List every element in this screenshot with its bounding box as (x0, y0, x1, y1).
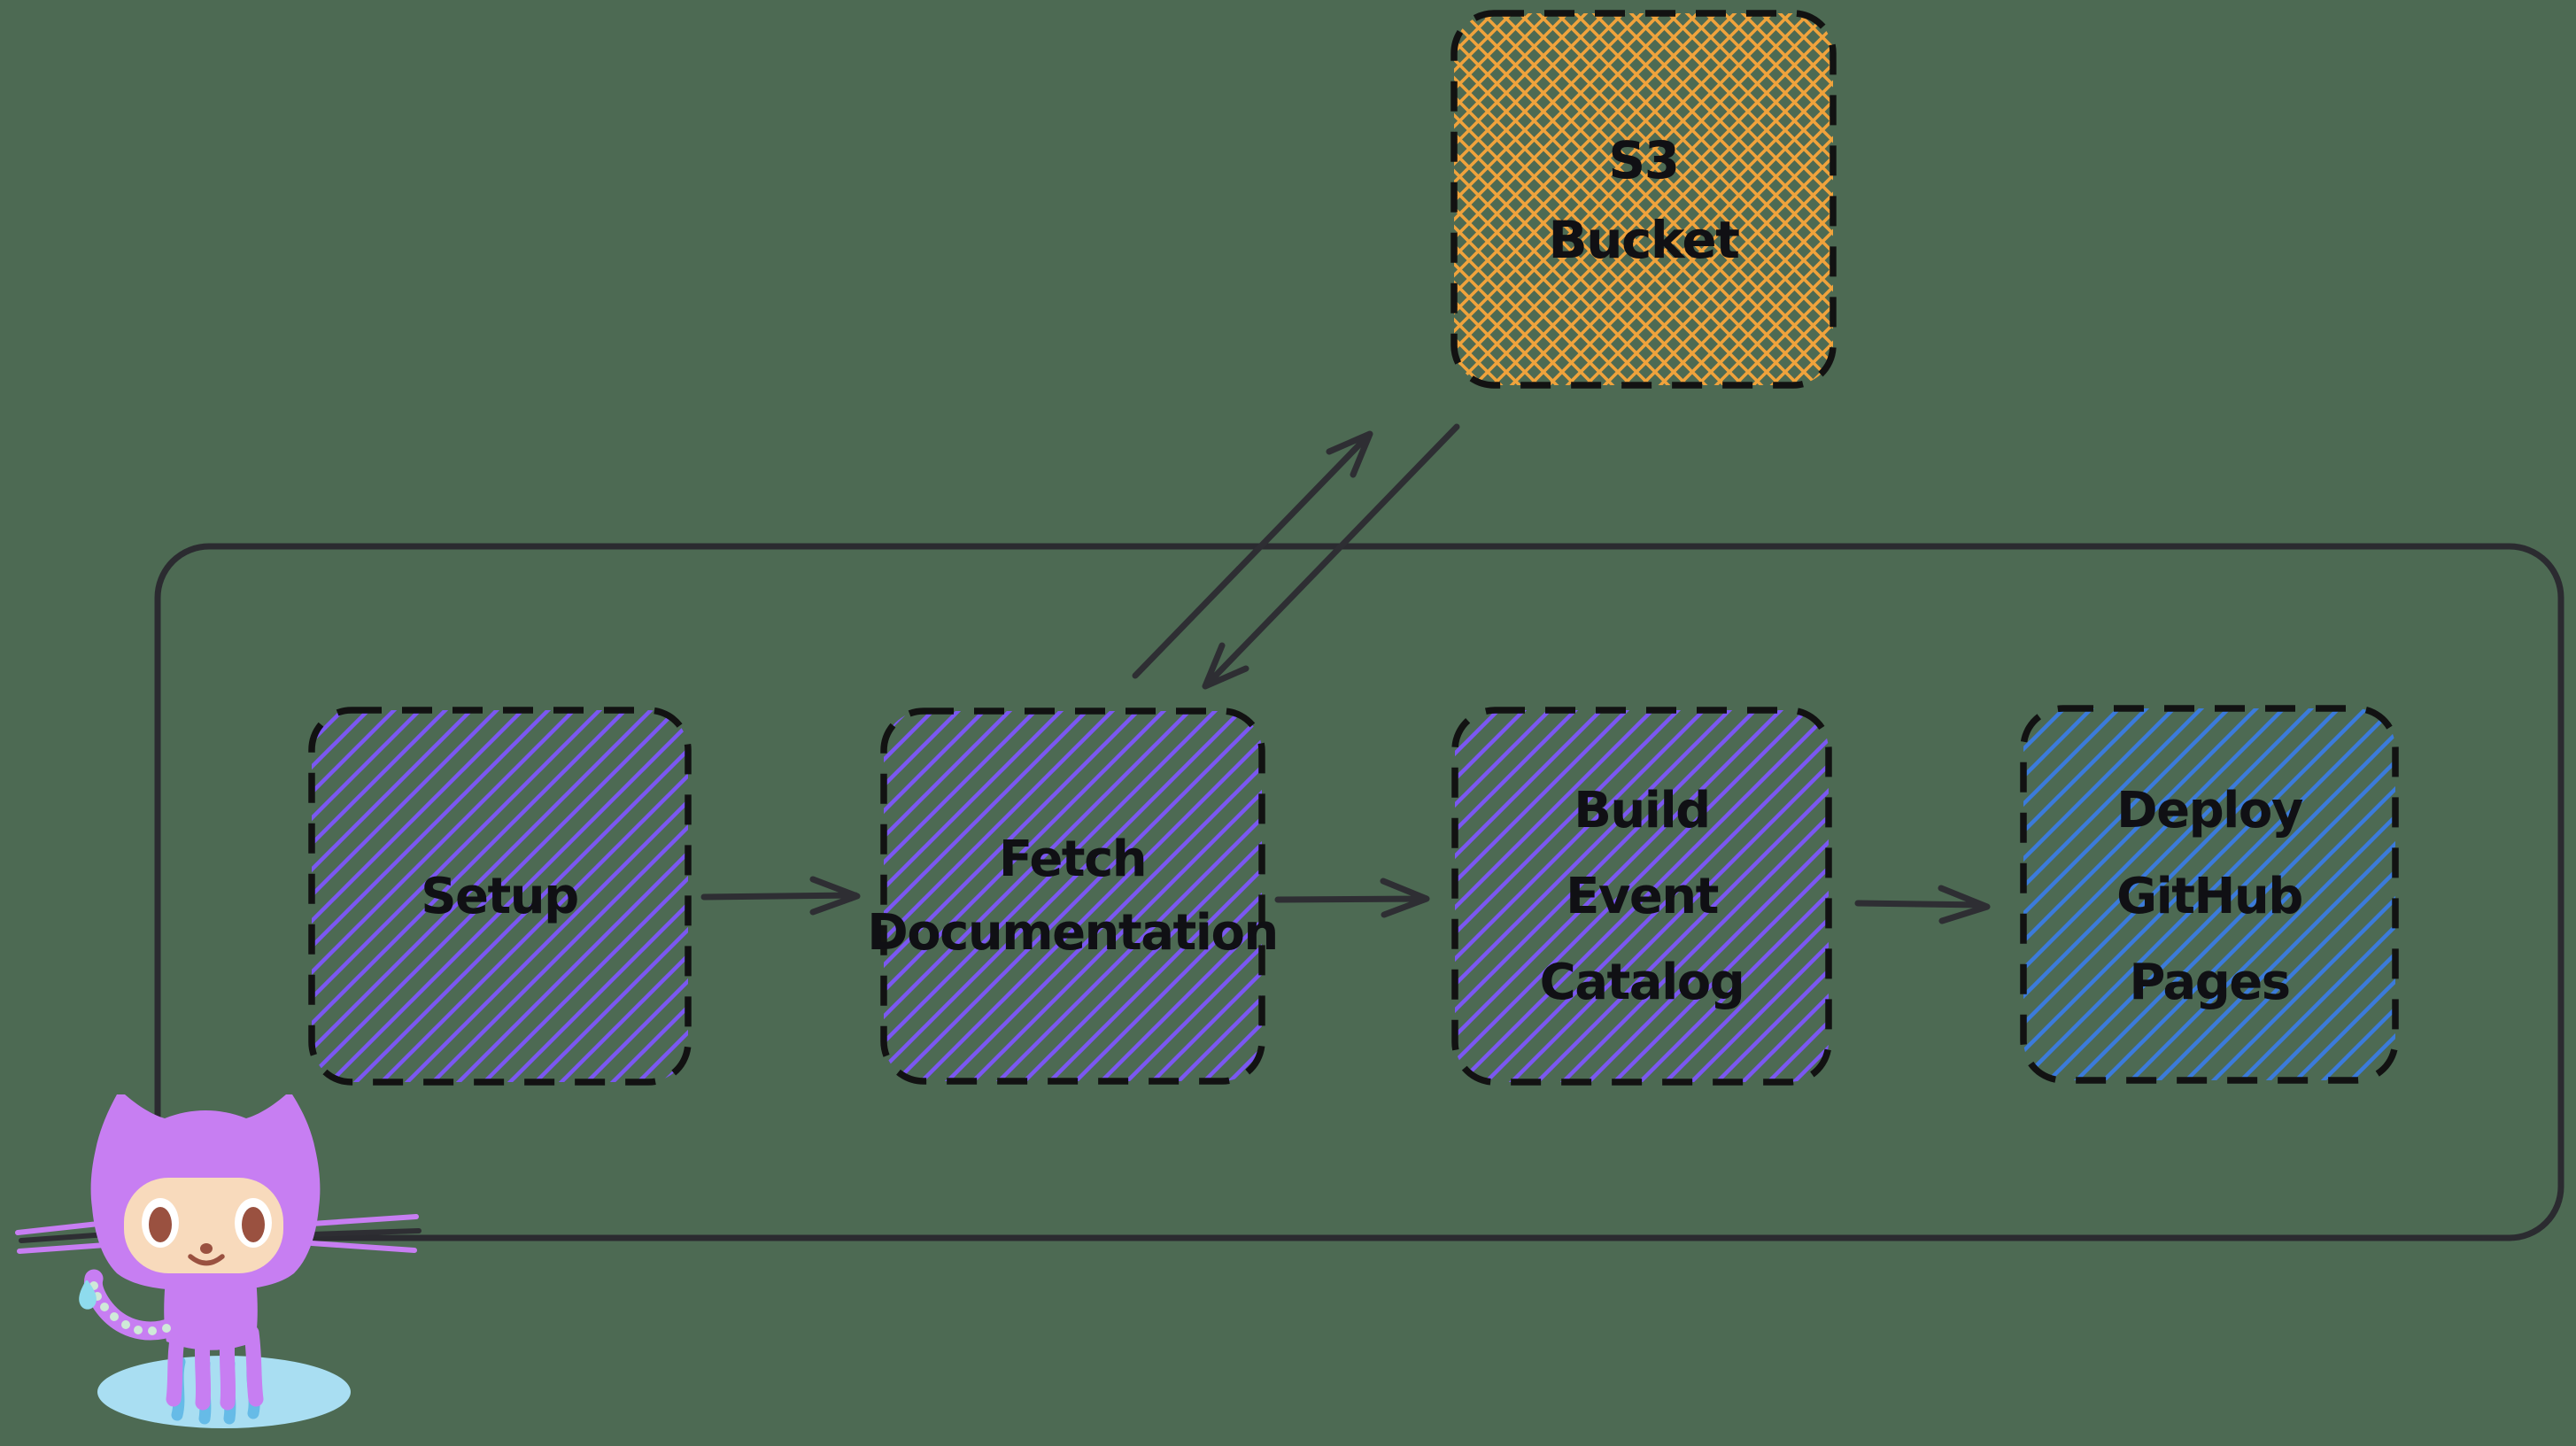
pipeline-container (154, 543, 2564, 1241)
node-build-event-catalog: Build Event Catalog (1451, 707, 1832, 1086)
node-label: Event (1566, 868, 1719, 925)
node-box-deploy-github-pages (2020, 705, 2399, 1084)
node-label: Build (1574, 782, 1710, 839)
node-deploy-github-pages: Deploy GitHub Pages (2020, 705, 2399, 1084)
node-box-build-event-catalog (1451, 707, 1832, 1086)
edge-arrow-setup-to-fetch (700, 876, 861, 916)
node-label: Fetch (999, 831, 1146, 888)
octocat-nose (200, 1243, 213, 1254)
octocat-water-drop (79, 1280, 97, 1310)
node-s3-bucket: S3 Bucket (1450, 10, 1837, 389)
node-label: Pages (2129, 954, 2289, 1011)
node-label: Deploy (2116, 782, 2303, 839)
node-label: GitHub (2116, 868, 2302, 925)
node-label: Documentation (867, 904, 1278, 962)
node-label: Bucket (1549, 210, 1740, 270)
edge-arrow-s3-to-fetch (1202, 423, 1460, 690)
octocat-iris-left (149, 1207, 172, 1242)
edge-arrow-build-to-deploy (1854, 885, 1991, 924)
node-label: Catalog (1540, 954, 1744, 1011)
node-label: S3 (1608, 130, 1678, 190)
octocat-mascot (15, 1094, 422, 1428)
edge-arrow-fetch-to-build (1274, 878, 1430, 918)
node-box-fetch-documentation (880, 708, 1265, 1085)
octocat-iris-right (242, 1207, 265, 1242)
node-box-setup (308, 707, 692, 1086)
node-label: Setup (421, 868, 578, 925)
octocat-smile (188, 1254, 225, 1266)
node-setup: Setup (308, 707, 692, 1086)
node-fetch-documentation: Fetch Documentation (867, 708, 1279, 1085)
edge-arrow-fetch-to-s3 (1132, 430, 1373, 679)
node-box-s3-bucket (1450, 10, 1837, 389)
